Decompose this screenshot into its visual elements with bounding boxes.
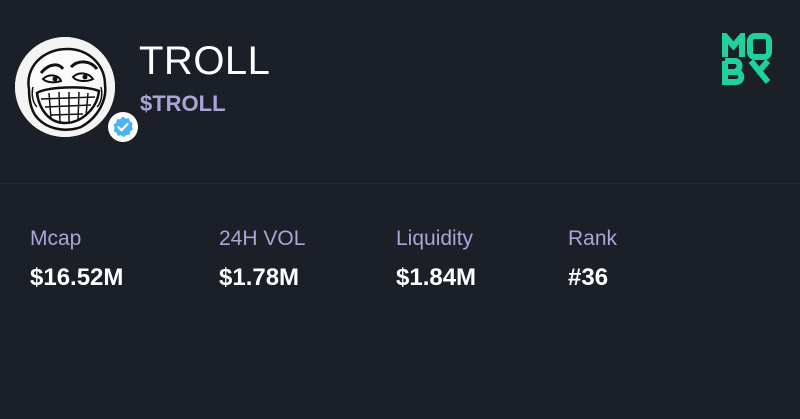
verified-check-icon xyxy=(108,112,138,142)
stat-value: $1.78M xyxy=(219,264,300,291)
stat-value: #36 xyxy=(568,264,609,291)
stat-rank: Rank #36 xyxy=(568,226,617,292)
stat-label: Liquidity xyxy=(396,227,474,250)
token-avatar xyxy=(15,37,138,142)
divider xyxy=(0,183,800,184)
stat-label: Rank xyxy=(568,227,618,250)
stat-label: 24H VOL xyxy=(219,227,306,250)
stat-liquidity: Liquidity $1.84M xyxy=(396,226,476,292)
stat-mcap: Mcap $16.52M xyxy=(30,226,123,292)
token-symbol: $TROLL xyxy=(140,91,226,116)
trollface-icon xyxy=(15,37,115,137)
token-name: TROLL xyxy=(139,39,271,83)
moby-logo xyxy=(722,27,772,85)
stat-24h-vol: 24H VOL $1.78M xyxy=(219,226,305,292)
stat-label: Mcap xyxy=(30,227,82,250)
stat-value: $16.52M xyxy=(30,264,124,291)
stat-value: $1.84M xyxy=(396,264,477,291)
